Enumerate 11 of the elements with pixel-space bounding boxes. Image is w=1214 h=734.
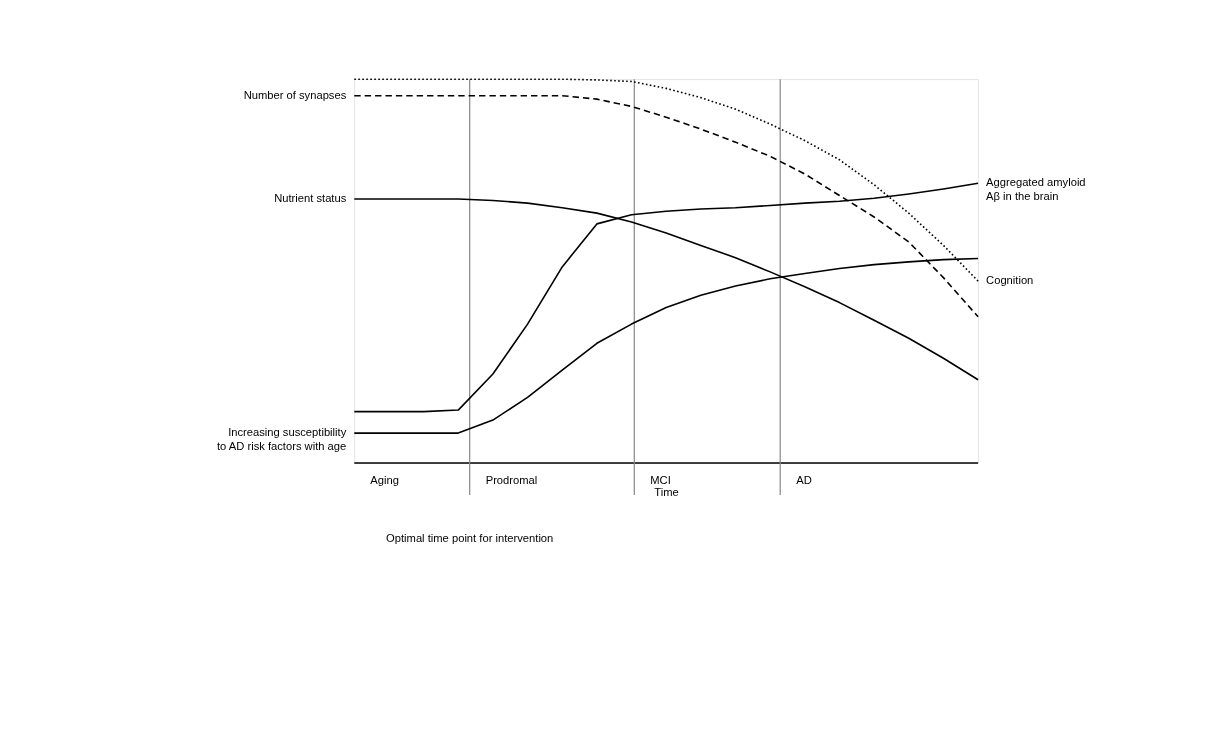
series-label: Number of synapses (243, 88, 347, 101)
series-label: Cognition (986, 274, 1034, 287)
x-axis-title: Time (654, 486, 679, 499)
text: AD (796, 473, 812, 486)
series-label: Increasing susceptibility to AD risk factors with age (216, 426, 347, 452)
series-label: Aggregated amyloid Aβ in the brain (986, 176, 1086, 202)
text: Prodromal (485, 473, 538, 486)
text: Aging (370, 473, 399, 486)
text: Optimal time point for intervention (386, 532, 554, 545)
text: MCI (650, 473, 671, 486)
series-label: Nutrient status (274, 192, 347, 205)
